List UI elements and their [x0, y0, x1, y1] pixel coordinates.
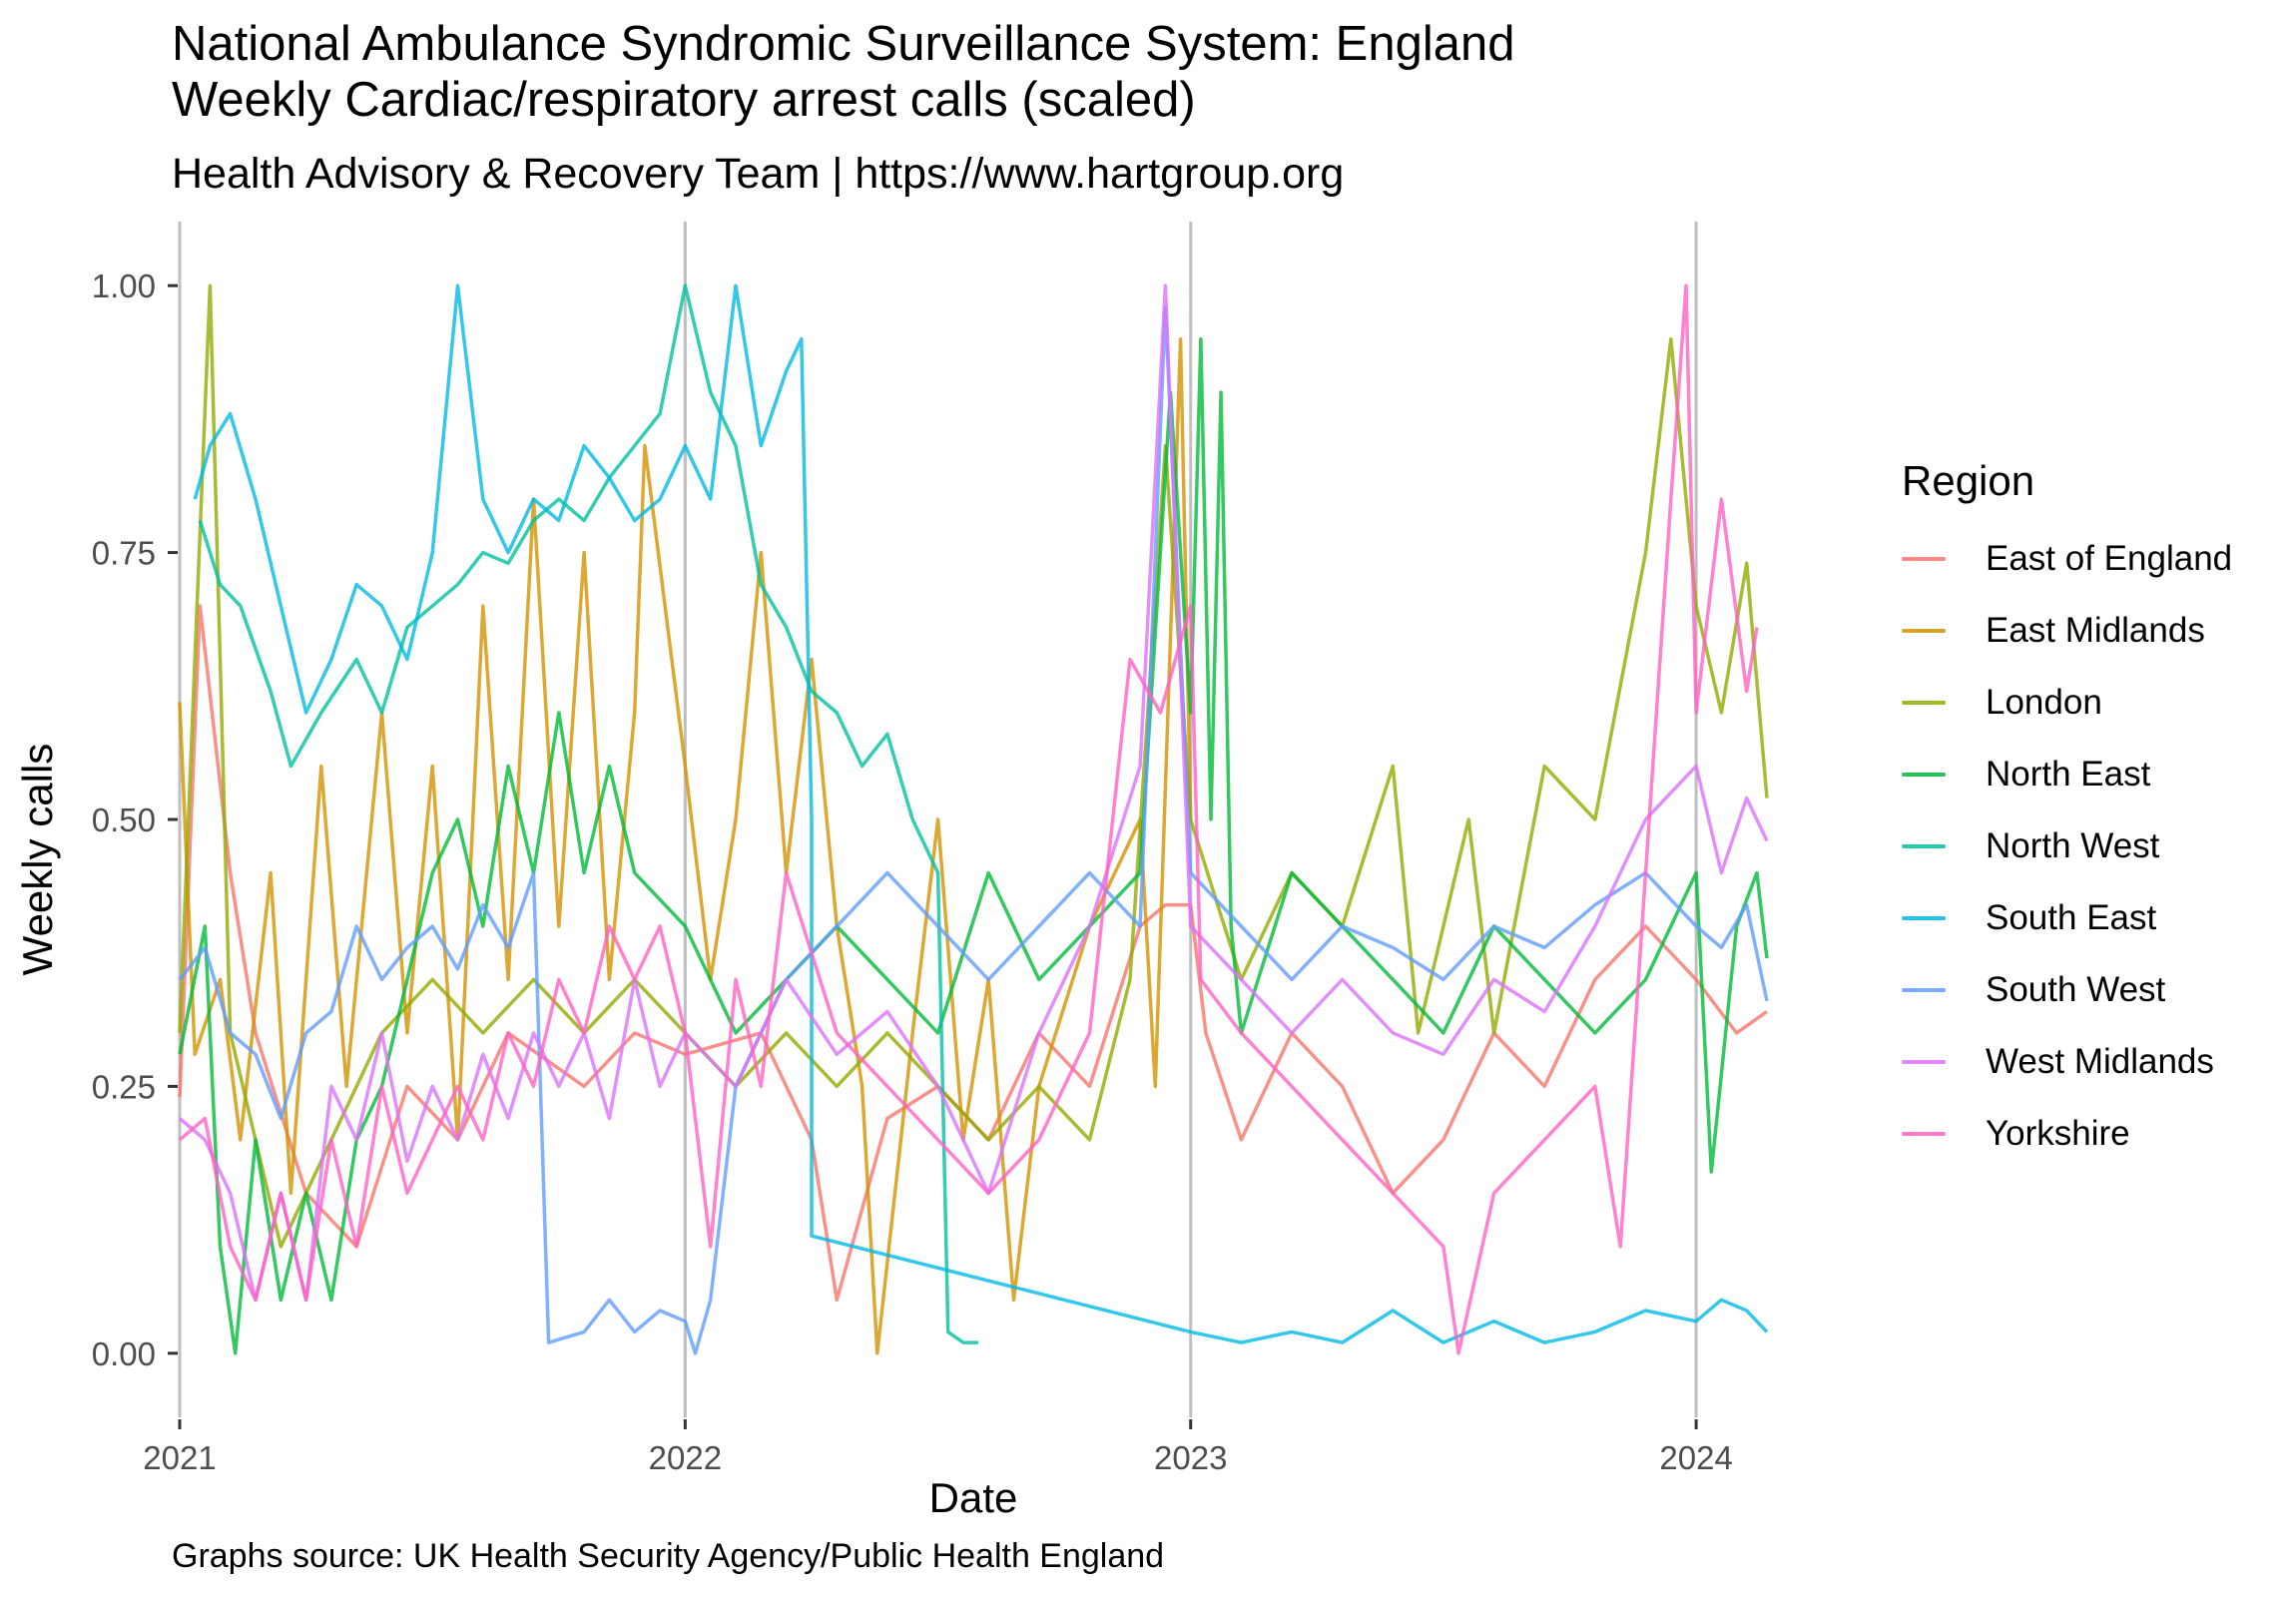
legend: Region East of England East Midlands Londo… — [1902, 457, 2232, 1170]
legend-label-east-of-england: East of England — [1986, 539, 2233, 578]
legend-key-south-east — [1902, 916, 1946, 920]
series-line-yorkshire — [178, 283, 1759, 1355]
legend-label-south-west: South West — [1986, 970, 2166, 1009]
x-axis-title: Date — [929, 1474, 1018, 1521]
legend-item-yorkshire: Yorkshire — [1902, 1098, 2232, 1170]
series-line-south-east — [193, 283, 1769, 1344]
legend-item-south-west: South West — [1902, 954, 2232, 1026]
legend-key-east-of-england — [1902, 557, 1946, 561]
series-line-east-midlands — [178, 336, 1193, 1355]
y-tick-label-0.00: 0.00 — [92, 1335, 156, 1372]
series-line-east-of-england — [178, 604, 1769, 1303]
y-tick-label-0.75: 0.75 — [92, 535, 156, 572]
y-tick-label-0.50: 0.50 — [92, 801, 156, 838]
legend-item-east-of-england: East of England — [1902, 523, 2232, 595]
legend-label-south-east: South East — [1986, 898, 2157, 937]
legend-item-west-midlands: West Midlands — [1902, 1026, 2232, 1098]
legend-item-london: London — [1902, 667, 2232, 739]
legend-item-north-east: North East — [1902, 739, 2232, 810]
x-tick-label-2024: 2024 — [1659, 1439, 1732, 1476]
source-caption: Graphs source: UK Health Security Agency… — [172, 1537, 1165, 1575]
series-line-west-midlands — [178, 283, 1769, 1303]
chart-title: National Ambulance Syndromic Surveillanc… — [172, 16, 1514, 128]
y-axis-title: Weekly calls — [14, 744, 61, 976]
series-line-london — [178, 283, 1769, 1249]
legend-label-north-east: North East — [1986, 755, 2151, 794]
legend-title: Region — [1902, 457, 2035, 504]
series-line-south-west — [178, 304, 1769, 1355]
legend-key-west-midlands — [1902, 1060, 1946, 1064]
y-tick-label-0.25: 0.25 — [92, 1068, 156, 1105]
legend-item-east-midlands: East Midlands — [1902, 595, 2232, 667]
legend-label-yorkshire: Yorkshire — [1986, 1114, 2130, 1153]
legend-key-yorkshire — [1902, 1132, 1946, 1136]
legend-item-south-east: South East — [1902, 882, 2232, 954]
legend-label-north-west: North West — [1986, 826, 2160, 865]
x-tick-label-2021: 2021 — [143, 1439, 216, 1476]
legend-key-north-west — [1902, 844, 1946, 848]
series-line-north-east — [178, 336, 1769, 1355]
chart-title-line-1: National Ambulance Syndromic Surveillanc… — [172, 17, 1515, 71]
legend-key-london — [1902, 701, 1946, 705]
x-tick-label-2023: 2023 — [1154, 1439, 1227, 1476]
legend-label-london: London — [1986, 683, 2102, 722]
legend-key-east-midlands — [1902, 629, 1946, 633]
x-tick-label-2022: 2022 — [649, 1439, 722, 1476]
legend-item-north-west: North West — [1902, 810, 2232, 882]
chart-subtitle: Health Advisory & Recovery Team | https:… — [172, 150, 1345, 198]
legend-items: East of England East Midlands London North … — [1902, 523, 2232, 1170]
legend-key-south-west — [1902, 988, 1946, 992]
chart-title-line-2: Weekly Cardiac/respiratory arrest calls … — [172, 73, 1196, 127]
legend-label-east-midlands: East Midlands — [1986, 611, 2205, 650]
legend-key-north-east — [1902, 773, 1946, 777]
y-tick-label-1.00: 1.00 — [92, 267, 156, 304]
legend-label-west-midlands: West Midlands — [1986, 1042, 2214, 1081]
